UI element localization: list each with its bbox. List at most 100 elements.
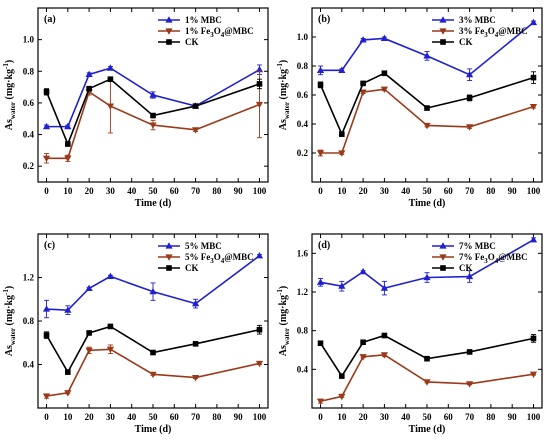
- panel-label: (c): [44, 240, 55, 251]
- data-point: [529, 18, 538, 26]
- data-point: [380, 34, 389, 42]
- legend-label-part: 4: [495, 257, 499, 265]
- legend-label: 5% MBC: [185, 241, 222, 251]
- y-tick-label: 0.8: [297, 326, 309, 336]
- y-tick-label: 0.4: [23, 130, 35, 140]
- x-tick-label: 40: [127, 412, 137, 422]
- x-tick-label: 60: [444, 412, 454, 422]
- series-line: [45, 78, 260, 147]
- data-point: [150, 349, 156, 356]
- legend-label-part: CK: [459, 37, 473, 47]
- x-tick-label: 20: [85, 412, 95, 422]
- x-tick-label: 0: [318, 186, 323, 196]
- series-2: [316, 352, 538, 406]
- data-point: [86, 330, 92, 336]
- series-1: [42, 251, 264, 319]
- panel-1: 0 10 20 30 40 50 60 70 80 90 100 0.2 0.4 0.6 0.8 1.0 Tim…: [2, 7, 269, 209]
- data-point: [530, 74, 537, 81]
- data-point: [423, 273, 431, 281]
- legend-entry-3: CK: [432, 37, 473, 47]
- y-tick-label: 0.2: [23, 161, 35, 171]
- y-axis-label: Aswater (mg·kg-1): [276, 286, 291, 356]
- y-axis-label-ylabel-unit: (mg·kg: [278, 295, 289, 328]
- legend-label-part: @MBC: [498, 26, 527, 36]
- x-tick-label: 20: [359, 412, 369, 422]
- data-point: [359, 36, 367, 43]
- x-tick-label: 90: [508, 186, 518, 196]
- data-point: [360, 339, 366, 346]
- x-tick-label: 90: [234, 412, 244, 422]
- data-point: [85, 284, 93, 291]
- data-point: [423, 379, 431, 386]
- legend-marker: [440, 39, 446, 45]
- x-tick-label: 10: [337, 412, 347, 422]
- data-point: [380, 86, 389, 93]
- panel-label: (b): [318, 14, 330, 25]
- y-axis-label: Aswater (mg·kg-1): [276, 60, 291, 130]
- data-point: [381, 70, 388, 77]
- data-point: [466, 95, 473, 101]
- data-point: [316, 66, 325, 73]
- data-point: [65, 369, 71, 375]
- x-tick-label: 10: [63, 186, 73, 196]
- data-point: [42, 393, 51, 400]
- data-point: [106, 346, 115, 354]
- data-point: [424, 355, 430, 362]
- legend-label-part: 3% MBC: [459, 15, 496, 25]
- legend-label-part: 3: [210, 31, 214, 39]
- x-tick-label: 70: [465, 186, 475, 196]
- x-tick-label: 40: [401, 412, 411, 422]
- legend-label-part: CK: [459, 263, 473, 273]
- legend-label-part: CK: [185, 37, 199, 47]
- legend-label: 3% Fe3O4@MBC: [459, 26, 528, 39]
- x-tick-label: 0: [44, 186, 49, 196]
- y-axis-label-ylabel: As: [278, 119, 289, 130]
- data-point: [106, 272, 115, 280]
- legend-label-part: 1% MBC: [185, 15, 222, 25]
- x-tick-label: 90: [234, 186, 244, 196]
- panel-2: 0 10 20 30 40 50 60 70 80 90 100 0.2 0.4 0.6 0.8 1.0 Tim…: [276, 7, 543, 209]
- y-axis-label-ylabel-exp: -1: [2, 289, 10, 295]
- x-tick-label: 10: [63, 412, 73, 422]
- data-point: [191, 374, 200, 382]
- y-tick-label: 0.4: [23, 360, 35, 370]
- legend-entry-3: CK: [158, 37, 199, 47]
- legend-marker: [165, 16, 173, 23]
- data-point: [380, 352, 389, 359]
- x-tick-label: 100: [527, 186, 541, 196]
- data-point: [339, 373, 345, 379]
- series-2: [316, 86, 538, 157]
- data-point: [317, 340, 324, 347]
- x-tick-label: 50: [149, 186, 159, 196]
- data-point: [530, 335, 537, 342]
- legend-label: CK: [185, 263, 199, 273]
- x-tick-label: 80: [212, 186, 222, 196]
- y-axis-label-ylabel-exp: -1: [2, 63, 10, 69]
- data-point: [65, 141, 71, 147]
- y-tick-label: 0.8: [297, 61, 309, 71]
- data-point: [149, 91, 157, 98]
- x-tick-label: 40: [127, 186, 137, 196]
- data-point: [149, 287, 157, 295]
- legend-label-part: @MBC: [498, 252, 527, 262]
- legend-label: 1% Fe3O4@MBC: [185, 26, 254, 39]
- x-tick-label: 90: [508, 412, 518, 422]
- data-point: [255, 251, 264, 259]
- legend-label: 5% Fe3O4@MBC: [185, 252, 254, 265]
- data-point: [424, 105, 430, 111]
- x-tick-label: 50: [149, 412, 159, 422]
- legend-label-part: O: [214, 252, 221, 262]
- legend-label-part: @MBC: [224, 26, 253, 36]
- y-axis-label-ylabel: As: [4, 119, 15, 130]
- legend-label: 3% MBC: [459, 15, 496, 25]
- x-axis-label: Time (d): [409, 198, 446, 209]
- legend-label-part: 5% MBC: [185, 241, 222, 251]
- legend-label: CK: [459, 263, 473, 273]
- data-point: [255, 101, 264, 109]
- legend-label: 1% MBC: [185, 15, 222, 25]
- x-tick-label: 10: [337, 186, 347, 196]
- panel-label: (d): [318, 240, 330, 251]
- series-line: [45, 325, 260, 374]
- legend-entry-2: 1% Fe3O4@MBC: [158, 26, 254, 39]
- data-point: [359, 267, 367, 275]
